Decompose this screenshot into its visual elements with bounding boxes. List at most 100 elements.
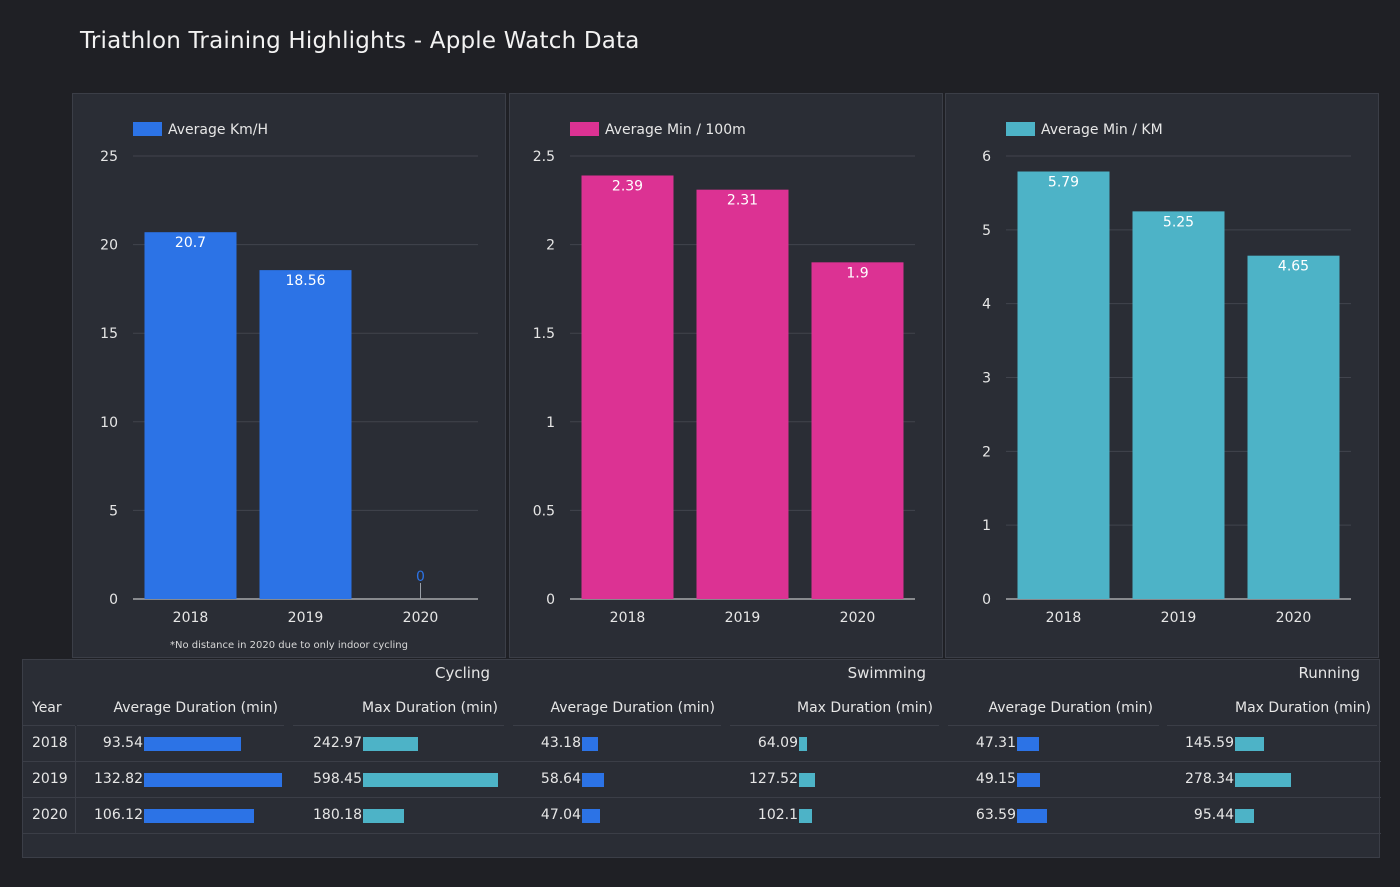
value-bar <box>1017 773 1041 787</box>
value-cell: 93.54 <box>102 735 143 751</box>
y-tick-label: 20 <box>100 238 118 254</box>
y-tick-label: 0.5 <box>533 503 555 519</box>
bar-2018 <box>144 232 237 600</box>
swimming-pace-chart: Average Min / 100m 0 0.5 1 1.5 2 2.5 2.39 2018 2.… <box>509 93 943 658</box>
page-title: Triathlon Training Highlights - Apple Wa… <box>80 28 640 54</box>
y-tick-label: 1 <box>982 518 991 534</box>
y-tick-label: 5 <box>109 503 118 519</box>
value-bar <box>582 809 600 823</box>
value-bar <box>363 773 498 787</box>
value-cell: 63.59 <box>975 807 1016 823</box>
legend-label: Average Km/H <box>168 122 268 138</box>
value-cell: 47.04 <box>540 807 581 823</box>
group-label-cycling: Cycling <box>435 664 490 682</box>
legend-label: Average Min / KM <box>1041 122 1163 138</box>
y-tick-label: 15 <box>100 326 118 342</box>
value-bar <box>799 737 808 751</box>
chart-svg-2: Average Min / KM 0 1 2 3 4 5 6 5.79 2018 5.25 2019 4… <box>982 122 1351 626</box>
value-cell: 242.97 <box>313 735 362 751</box>
duration-table: Cycling Swimming Running Year Average Durati… <box>22 659 1381 858</box>
column-header: Average Duration (min) <box>113 700 278 716</box>
column-header: Average Duration (min) <box>988 700 1153 716</box>
group-label-running: Running <box>1298 664 1360 682</box>
year-cell: 2018 <box>32 735 68 751</box>
value-cell: 106.12 <box>94 807 143 823</box>
x-tick-label: 2018 <box>1046 610 1082 626</box>
row-divider <box>23 761 1381 762</box>
legend-swatch <box>133 122 162 136</box>
data-label: 1.9 <box>846 265 868 281</box>
y-tick-label: 25 <box>100 149 118 165</box>
header-divider <box>730 725 939 726</box>
value-cell: 47.31 <box>975 735 1016 751</box>
legend-swatch <box>1006 122 1035 136</box>
header-divider <box>77 725 284 726</box>
group-label-swimming: Swimming <box>847 664 926 682</box>
y-tick-label: 2 <box>546 238 555 254</box>
row-divider <box>23 797 1381 798</box>
value-cell: 49.15 <box>975 771 1016 787</box>
value-bar <box>144 809 255 823</box>
y-tick-label: 4 <box>982 297 991 313</box>
value-cell: 43.18 <box>540 735 581 751</box>
bar-2020 <box>1247 255 1340 600</box>
data-label: 2.39 <box>612 178 643 194</box>
chart-footnote: *No distance in 2020 due to only indoor … <box>170 640 408 651</box>
running-pace-chart: Average Min / KM 0 1 2 3 4 5 6 5.79 2018 5.25 2019 4… <box>945 93 1379 658</box>
data-label: 5.25 <box>1163 214 1194 230</box>
value-bar <box>144 773 282 787</box>
year-column-divider <box>75 726 76 833</box>
value-bar <box>144 737 242 751</box>
header-divider <box>23 725 75 726</box>
y-tick-label: 3 <box>982 371 991 387</box>
value-bar <box>799 809 812 823</box>
cycling-speed-chart: Average Km/H 0 5 10 15 20 25 20.7 2018 18.56 2019 0… <box>72 93 506 658</box>
value-cell: 58.64 <box>540 771 581 787</box>
header-divider <box>1167 725 1377 726</box>
y-tick-label: 5 <box>982 223 991 239</box>
data-label: 18.56 <box>285 273 325 289</box>
value-cell: 145.59 <box>1185 735 1234 751</box>
x-tick-label: 2018 <box>173 610 209 626</box>
column-header: Max Duration (min) <box>797 700 933 716</box>
bar-2018 <box>1017 171 1110 599</box>
value-bar <box>1017 809 1047 823</box>
bar-2019 <box>696 189 789 599</box>
value-bar <box>582 737 599 751</box>
header-divider <box>513 725 721 726</box>
value-cell: 278.34 <box>1185 771 1234 787</box>
value-cell: 598.45 <box>313 771 362 787</box>
value-cell: 180.18 <box>313 807 362 823</box>
value-cell: 127.52 <box>749 771 798 787</box>
y-tick-label: 10 <box>100 415 118 431</box>
legend-swatch <box>570 122 599 136</box>
y-tick-label: 0 <box>109 592 118 608</box>
value-cell: 95.44 <box>1193 807 1234 823</box>
x-tick-label: 2019 <box>1161 610 1197 626</box>
y-tick-label: 0 <box>546 592 555 608</box>
y-tick-label: 1 <box>546 415 555 431</box>
bar-2019 <box>1132 211 1225 599</box>
value-bar <box>363 809 404 823</box>
value-cell: 132.82 <box>94 771 143 787</box>
row-divider <box>23 833 1381 834</box>
value-bar <box>363 737 418 751</box>
data-label: 0 <box>416 569 425 585</box>
x-tick-label: 2019 <box>725 610 761 626</box>
data-label: 20.7 <box>175 235 206 251</box>
data-label: 4.65 <box>1278 259 1309 275</box>
column-header: Average Duration (min) <box>550 700 715 716</box>
header-divider <box>293 725 504 726</box>
y-tick-label: 6 <box>982 149 991 165</box>
bar-2018 <box>581 175 674 599</box>
year-header: Year <box>32 700 62 716</box>
chart-svg-1: Average Min / 100m 0 0.5 1 1.5 2 2.5 2.39 2018 2.… <box>533 122 915 626</box>
header-divider <box>948 725 1159 726</box>
year-cell: 2020 <box>32 807 68 823</box>
value-cell: 64.09 <box>757 735 798 751</box>
column-header: Max Duration (min) <box>1235 700 1371 716</box>
value-bar <box>582 773 604 787</box>
value-bar <box>1235 809 1255 823</box>
x-tick-label: 2020 <box>840 610 876 626</box>
data-label: 5.79 <box>1048 175 1079 191</box>
